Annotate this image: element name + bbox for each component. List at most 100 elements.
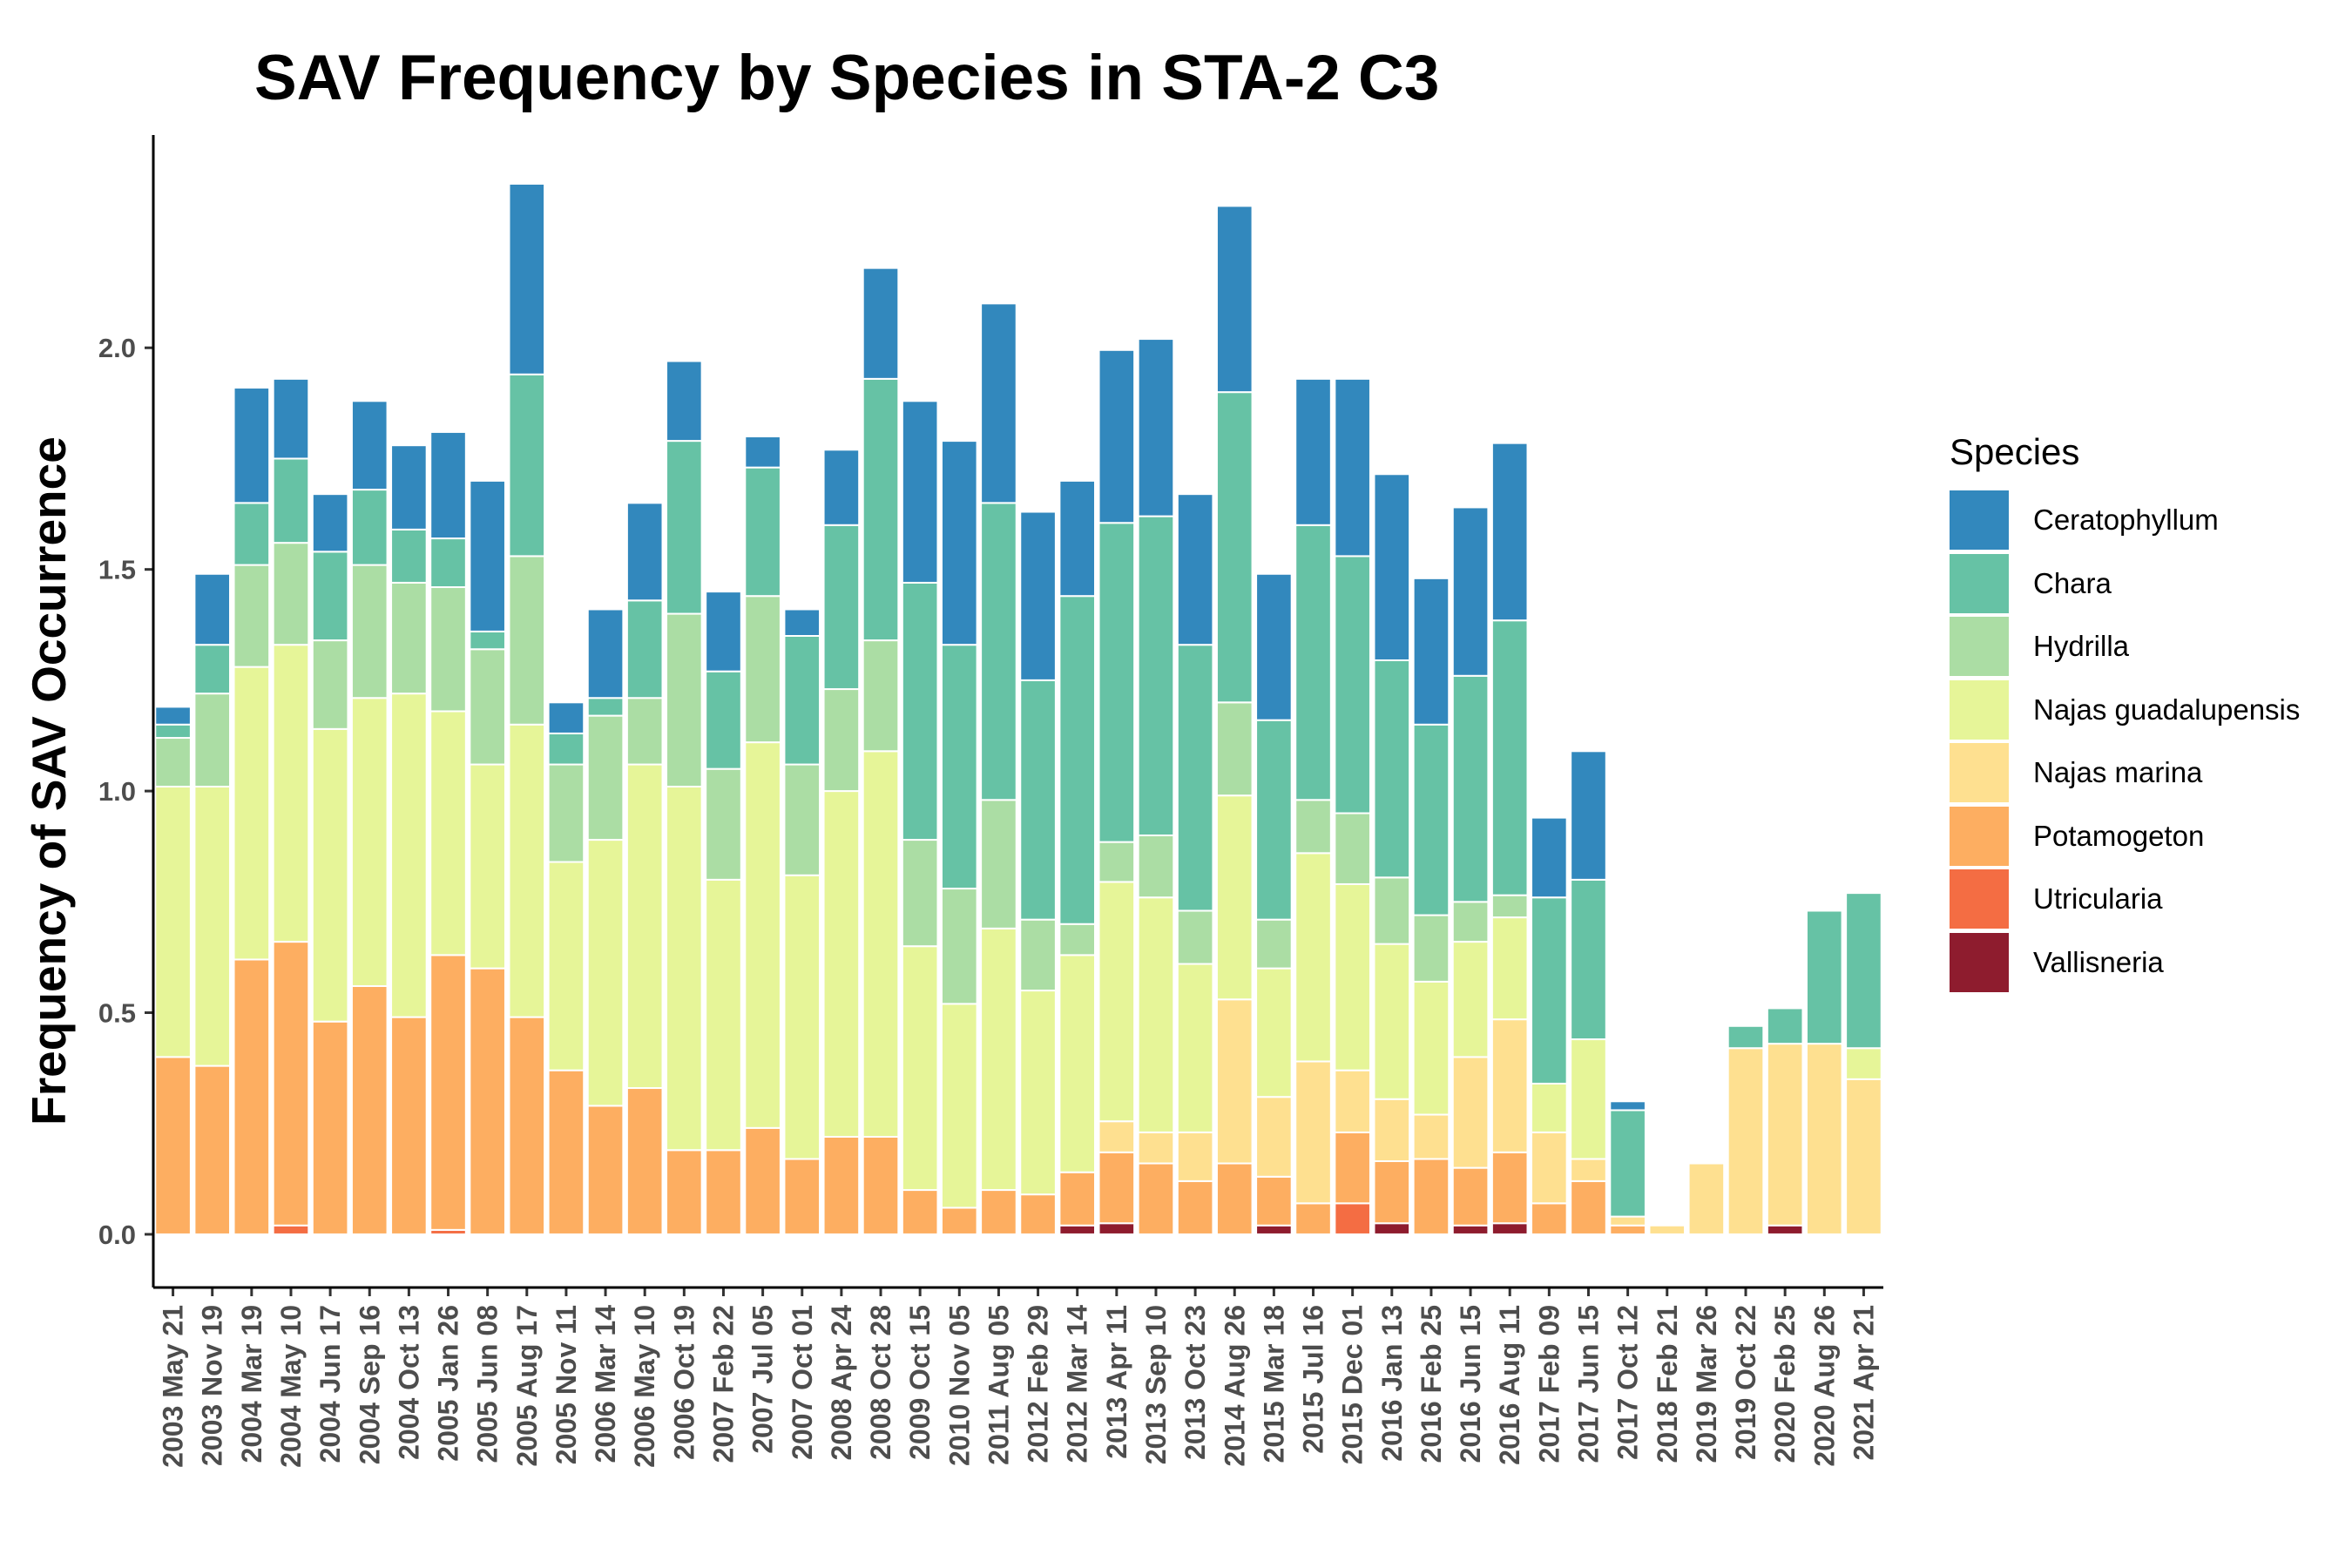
bar-segment — [272, 377, 310, 460]
bar-segment — [625, 599, 664, 700]
legend-label: Vallisneria — [2033, 945, 2164, 978]
bar-segment — [1373, 659, 1411, 879]
bar-segment — [429, 537, 467, 589]
bar-segment — [390, 693, 428, 1018]
bar-segment — [783, 763, 821, 876]
bar-segment — [154, 706, 192, 726]
x-tick-label: 2016 Jan 13 — [1376, 1305, 1408, 1462]
bar-segment — [1176, 963, 1214, 1133]
bar-segment — [508, 1016, 546, 1235]
bar-segment — [1490, 1222, 1529, 1235]
bar-segment — [154, 723, 192, 740]
x-tick-label: 2006 May 10 — [629, 1305, 660, 1468]
y-tick-label: 0.5 — [98, 998, 136, 1029]
legend-swatch — [1950, 743, 2009, 803]
bar-segment — [1255, 967, 1293, 1098]
x-tick-label: 2017 Oct 12 — [1612, 1305, 1644, 1460]
bar-segment — [1255, 719, 1293, 921]
y-axis-ticks: 0.0 0.5 1.0 1.5 2.0 — [98, 333, 153, 1250]
bar-segment — [233, 958, 271, 1235]
bar-segment — [1490, 916, 1529, 1021]
bar-segment — [193, 572, 232, 646]
bar-segment — [272, 644, 310, 943]
legend-label: Ceratophyllum — [2033, 504, 2219, 537]
x-tick-label: 2016 Aug 11 — [1494, 1305, 1525, 1465]
bar-segment — [705, 1149, 742, 1235]
bar-segment — [350, 984, 389, 1235]
x-tick-label: 2007 Feb 22 — [707, 1305, 739, 1463]
bar-segment — [822, 449, 861, 526]
x-tick-label: 2006 Mar 14 — [590, 1305, 621, 1463]
bar-segment — [1058, 954, 1097, 1173]
legend-swatch — [1950, 617, 2009, 677]
legend-item: Potamogeton — [1950, 805, 2300, 868]
bar-segment — [1490, 894, 1529, 919]
bar-segment — [272, 542, 310, 646]
bar-segment — [1294, 852, 1332, 1063]
bar-segment — [1334, 1131, 1371, 1205]
bar-segment — [1373, 876, 1411, 945]
bar-segment — [1373, 1222, 1411, 1235]
bar-segment — [154, 737, 192, 788]
bar-segment — [547, 701, 585, 734]
bar-segment — [1137, 1162, 1175, 1235]
bar-segment — [1137, 896, 1175, 1133]
x-tick-label: 2003 Nov 19 — [197, 1305, 228, 1466]
bar-segment — [193, 1064, 232, 1235]
bar-segment — [1255, 1175, 1293, 1227]
bar-segment — [508, 555, 546, 726]
bar-segment — [1570, 1179, 1607, 1235]
y-axis-title: Frequency of SAV Occurrence — [22, 436, 76, 1125]
bar-segment — [1373, 943, 1411, 1100]
bar-segment — [1294, 377, 1332, 526]
legend-item: Ceratophyllum — [1950, 489, 2300, 552]
x-tick-label: 2012 Feb 29 — [1023, 1305, 1054, 1463]
x-tick-label: 2014 Aug 26 — [1219, 1305, 1250, 1467]
y-tick-label: 1.5 — [98, 555, 136, 585]
x-tick-label: 2007 Oct 01 — [787, 1305, 818, 1460]
bar-segment — [1058, 1224, 1097, 1235]
bar-segment — [1334, 555, 1371, 814]
bar-segment — [940, 644, 978, 890]
bar-segment — [1373, 1159, 1411, 1225]
bar-layer — [154, 182, 1882, 1235]
bar-segment — [390, 581, 428, 695]
legend-item: Najas marina — [1950, 741, 2300, 805]
bar-segment — [1098, 1151, 1136, 1225]
bar-segment — [1766, 1043, 1804, 1227]
x-tick-label: 2016 Jun 15 — [1455, 1305, 1486, 1463]
bar-segment — [1255, 1224, 1293, 1235]
bar-segment — [940, 1003, 978, 1209]
bar-segment — [1490, 1151, 1529, 1225]
bar-segment — [469, 630, 506, 651]
bar-segment — [744, 595, 781, 744]
bar-segment — [940, 440, 978, 646]
bar-segment — [1255, 918, 1293, 970]
bar-segment — [1490, 1018, 1529, 1153]
bar-segment — [1727, 1024, 1765, 1050]
bar-segment — [469, 967, 506, 1235]
bar-segment — [1294, 1060, 1332, 1205]
x-tick-label: 2006 Oct 19 — [668, 1305, 700, 1460]
x-tick-label: 2020 Feb 25 — [1769, 1305, 1801, 1463]
bar-segment — [1176, 1131, 1214, 1182]
bar-segment — [350, 564, 389, 700]
bar-segment — [1098, 522, 1136, 843]
bar-segment — [390, 528, 428, 584]
bar-segment — [666, 786, 703, 1152]
x-tick-label: 2015 Jul 16 — [1298, 1305, 1329, 1454]
bar-segment — [1098, 1222, 1136, 1235]
bar-segment — [940, 1206, 978, 1235]
bar-segment — [1019, 510, 1057, 681]
y-tick-label: 2.0 — [98, 333, 136, 363]
bar-segment — [350, 489, 389, 566]
x-tick-label: 2010 Nov 05 — [943, 1305, 975, 1466]
bar-segment — [1098, 841, 1136, 883]
bar-segment — [547, 861, 585, 1071]
bar-segment — [586, 1105, 625, 1235]
bar-segment — [1531, 1202, 1568, 1235]
x-tick-label: 2005 Aug 17 — [511, 1305, 543, 1467]
bar-segment — [862, 377, 900, 642]
bar-segment — [350, 697, 389, 987]
